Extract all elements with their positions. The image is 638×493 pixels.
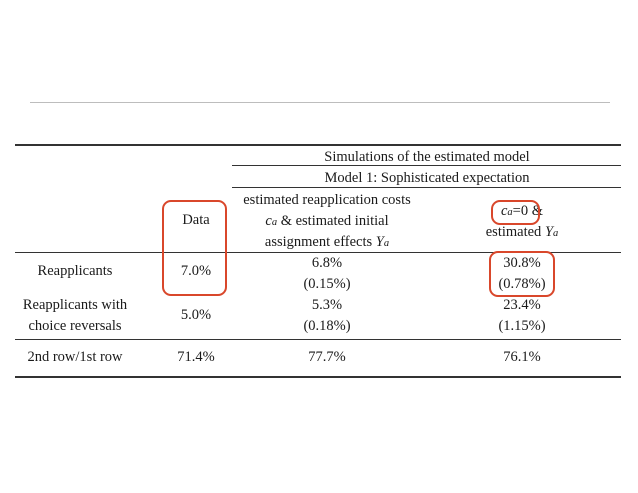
col-header-model1-line3: assignment effects Ya [264, 234, 390, 250]
row-label-ratio: 2nd row/1st row [27, 349, 123, 365]
cell-model2: 76.1% [503, 349, 541, 365]
model-header: Model 1: Sophisticated expectation [324, 170, 530, 186]
cell-data: 71.4% [177, 349, 215, 365]
row-label-reversals-line2: choice reversals [28, 318, 122, 334]
body-rule [15, 339, 621, 340]
model-header-rule [232, 187, 621, 188]
column-header-rule [15, 252, 621, 253]
cell-model2-se: (0.78%) [498, 276, 546, 292]
col-header-data: Data [182, 212, 210, 228]
cell-model1: 5.3% [311, 297, 343, 313]
group-header: Simulations of the estimated model [324, 149, 530, 165]
row-label-reapplicants: Reapplicants [37, 263, 113, 279]
col-header-model1: estimated reapplication costs ca & estim… [243, 190, 411, 253]
cell-model2: 23.4% [503, 297, 541, 313]
table-top-rule [15, 144, 621, 146]
cell-model1: 6.8% [311, 255, 343, 271]
cell-model2: 30.8% [503, 255, 541, 271]
slide-divider [30, 102, 610, 103]
highlight-reapplicants-model2 [489, 251, 555, 297]
row-label-reversals-line1: Reapplicants with [22, 297, 128, 313]
cell-model1-se: (0.15%) [303, 276, 351, 292]
cell-data: 5.0% [180, 307, 212, 323]
highlight-data-column [162, 200, 227, 296]
cell-data: 7.0% [180, 263, 212, 279]
col-header-model1-line2: ca & estimated initial [265, 213, 389, 229]
col-header-model2-line2: estimated Ya [485, 224, 559, 240]
table-bottom-rule [15, 376, 621, 378]
highlight-zero-cost [491, 200, 540, 225]
cell-model1: 77.7% [308, 349, 346, 365]
col-header-model1-line1: estimated reapplication costs [243, 192, 411, 208]
cell-model1-se: (0.18%) [303, 318, 351, 334]
cell-model2-se: (1.15%) [498, 318, 546, 334]
group-header-rule [232, 165, 621, 166]
